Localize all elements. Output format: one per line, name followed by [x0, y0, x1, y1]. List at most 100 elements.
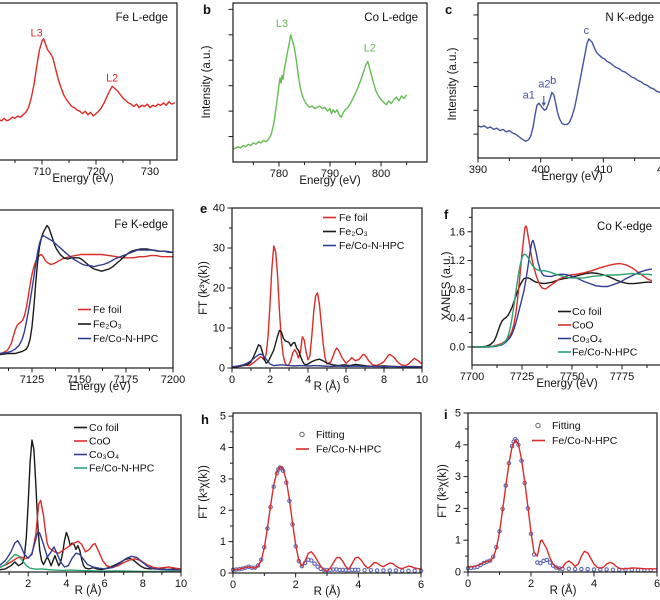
legend-label: Fitting	[316, 429, 345, 441]
panel-f-series-fe-co-n-hpc	[472, 253, 653, 348]
panel-a-x-axis: 710 720 730	[14, 160, 159, 178]
panel-e-y-tick: 0	[219, 363, 225, 375]
panel-c-x-tick: 400	[531, 164, 549, 176]
panel-c-xlabel: Energy (eV)	[541, 171, 603, 183]
panel-b-annotation-l2: L2	[364, 42, 376, 54]
panel-g-x-tick: 10	[175, 578, 187, 590]
legend-label: Fe/Co-N-HPC	[316, 444, 382, 456]
panel-d-title: Fe K-edge	[114, 219, 168, 231]
panel-i-y-tick: 1	[455, 535, 461, 547]
panel-b-x-tick: 800	[372, 168, 390, 180]
legend-label: Co foil	[572, 306, 602, 318]
panel-f-y-tick: 0.4	[450, 313, 465, 325]
panel-f-title: Co K-edge	[597, 221, 652, 233]
panel-a-x-tick: 720	[87, 166, 105, 178]
panel-e-x-tick: 8	[381, 374, 387, 386]
panel-c-annotation-a1: a1	[523, 89, 535, 101]
panel-b-axes-box	[232, 2, 428, 163]
panel-h-y-tick: 0	[220, 568, 226, 580]
panel-i: 0 2 4 6 0 1 2 3 4 5 R (Å) FT (k³χ(k)) i Fitting Fe/Co-…	[437, 407, 660, 597]
panel-f-y-tick: 1.6	[450, 226, 465, 238]
panel-c-x-tick: 410	[594, 164, 612, 176]
panel-d-series-fe-foil	[0, 253, 173, 355]
legend-label: Fe foil	[339, 212, 368, 224]
panel-d-series-fe-co-n-hpc	[0, 234, 174, 355]
panel-e-series-fe-co-n-hpc	[231, 353, 422, 368]
panel-h-series-fitting-markers	[230, 465, 424, 574]
panel-e-x-tick: 10	[416, 374, 428, 386]
panel-h-x-tick: 6	[418, 579, 424, 591]
panel-b-x-tick: 790	[321, 168, 339, 180]
panel-b-y-axis	[228, 8, 233, 138]
panel-b-series-co-l-edge	[232, 34, 408, 150]
panel-i-y-tick: 2	[455, 503, 461, 515]
panel-g-x-tick: 4	[63, 578, 69, 590]
panel-h-y-tick: 3	[220, 473, 226, 485]
panel-f-y-tick: 0.8	[450, 284, 465, 296]
legend-label: Co₃O₄	[572, 333, 602, 345]
panel-e-series-fe-o-	[231, 329, 423, 368]
panel-e-y-tick: 30	[213, 243, 225, 255]
panel-h-x-tick: 4	[355, 579, 361, 591]
panel-f-ylabel: XANES (a.u.)	[441, 251, 453, 320]
panel-h-legend: Fitting Fe/Co-N-HPC	[296, 429, 382, 456]
panel-letter-f: f	[444, 207, 449, 222]
panel-d-x-tick: 7150	[67, 374, 91, 386]
panel-e-x-tick: 6	[343, 374, 349, 386]
panel-c-y-axis	[473, 14, 478, 135]
legend-marker-circle-icon	[535, 422, 541, 429]
panel-i-y-tick: 5	[455, 408, 461, 420]
panel-i-x-axis: 0 2 4 6	[465, 572, 660, 590]
panel-a-axes-box	[0, 2, 178, 161]
panel-e-x-tick: 0	[229, 374, 235, 386]
panel-d-x-tick: 7200	[161, 374, 185, 386]
panel-i-x-tick: 6	[654, 578, 660, 590]
panel-h-y-axis: 0 1 2 3 4 5	[220, 411, 233, 580]
panel-g-x-tick: 2	[25, 578, 31, 590]
panel-b-x-axis: 780 790 800	[252, 162, 408, 180]
panel-f-x-tick: 7750	[560, 371, 584, 383]
panel-i-x-tick: 2	[528, 578, 534, 590]
panel-e-y-tick: 20	[213, 283, 225, 295]
panel-e-legend: Fe foil Fe₂O₃ Fe/Co-N-HPC	[323, 212, 405, 252]
panel-d-legend: Fe foil Fe₂O₃ Fe/Co-N-HPC	[78, 304, 159, 345]
panel-b: 780 790 800 Energy (eV) Intensity (a.u.) Co L…	[201, 2, 428, 187]
panel-c-annotation-a2: a2	[538, 79, 550, 91]
panel-f-series-co-o-	[472, 239, 652, 348]
panel-letter-h: h	[201, 412, 209, 427]
panel-g-xlabel: R (Å)	[75, 584, 102, 597]
legend-label: CoO	[572, 320, 594, 332]
panel-h-y-tick: 1	[220, 536, 226, 548]
panel-d-x-tick: 7125	[20, 374, 44, 386]
legend-marker-circle-icon	[299, 431, 305, 438]
panel-e-y-axis: 0 10 20 30 40	[213, 203, 232, 375]
panel-d: 7125 7150 7175 7200 Energy (eV) Fe K-edge Fe f…	[0, 209, 185, 393]
panel-e-x-tick: 4	[305, 374, 311, 386]
panel-c-ylabel: Intensity (a.u.)	[447, 47, 459, 120]
panel-c-down-arrow-icon	[541, 96, 546, 107]
panel-d-x-axis: 7125 7150 7175 7200	[7, 368, 185, 386]
panel-h-y-tick: 5	[220, 411, 226, 423]
panel-d-xlabel: Energy (eV)	[69, 381, 131, 393]
panel-i-series-fitting-markers	[465, 436, 653, 573]
legend-label: Fe₂O₃	[339, 226, 368, 238]
panel-c-annotation-c: c	[584, 25, 590, 37]
panel-g-series-co-o-	[0, 531, 182, 571]
panel-e-y-tick: 40	[213, 203, 225, 215]
legend-label: CoO	[89, 436, 111, 448]
panel-e-series-fe-foil	[231, 245, 423, 368]
panel-c-axes-box	[477, 2, 660, 159]
legend-label: Fe/Co-N-HPC	[572, 347, 638, 359]
panel-b-ylabel: Intensity (a.u.)	[201, 45, 213, 118]
panel-f-xlabel: Energy (eV)	[536, 378, 598, 390]
panel-h-xlabel: R (Å)	[314, 585, 341, 598]
panel-f-x-tick: 7775	[610, 371, 634, 383]
panel-i-series-fe-co-n-hpc	[467, 439, 657, 570]
panel-c-x-tick: 420	[657, 164, 660, 176]
panel-f-y-axis: 0.0 0.4 0.8 1.2 1.6	[450, 216, 472, 353]
